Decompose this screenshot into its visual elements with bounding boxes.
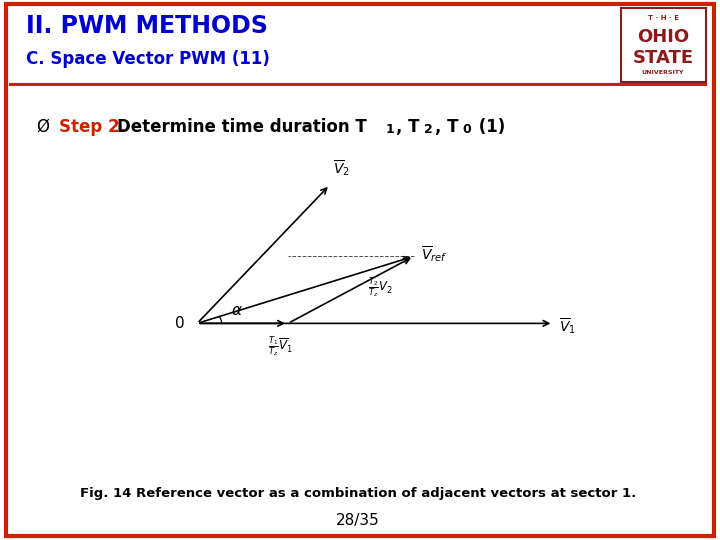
Text: $\frac{T_2}{T_z}V_2$: $\frac{T_2}{T_z}V_2$ <box>369 275 393 300</box>
Text: $\overline{V}_2$: $\overline{V}_2$ <box>333 158 350 178</box>
Text: $\overline{V}_1$: $\overline{V}_1$ <box>559 316 576 335</box>
Text: OHIO: OHIO <box>637 29 689 46</box>
Text: , T: , T <box>396 118 420 136</box>
Text: II. PWM METHODS: II. PWM METHODS <box>26 15 268 38</box>
Text: 2: 2 <box>424 123 433 136</box>
Text: $\frac{T_1}{T_z}\overline{V}_1$: $\frac{T_1}{T_z}\overline{V}_1$ <box>269 335 294 359</box>
Text: 0: 0 <box>175 316 184 331</box>
Text: Step 2.: Step 2. <box>59 118 126 136</box>
Text: UNIVERSITY: UNIVERSITY <box>642 70 685 75</box>
Text: STATE: STATE <box>633 49 693 68</box>
Text: 28/35: 28/35 <box>336 512 379 528</box>
Text: Ø: Ø <box>37 118 50 136</box>
Text: $\overline{V}_{ref}$: $\overline{V}_{ref}$ <box>420 244 447 264</box>
Text: 0: 0 <box>462 123 472 136</box>
Text: 1: 1 <box>386 123 395 136</box>
Text: Determine time duration T: Determine time duration T <box>117 118 366 136</box>
Text: C. Space Vector PWM (11): C. Space Vector PWM (11) <box>26 50 270 69</box>
Text: (1): (1) <box>473 118 505 136</box>
Text: Fig. 14 Reference vector as a combination of adjacent vectors at sector 1.: Fig. 14 Reference vector as a combinatio… <box>80 487 636 500</box>
Text: T · H · E: T · H · E <box>647 15 679 21</box>
Text: $\alpha$: $\alpha$ <box>230 303 243 318</box>
Text: , T: , T <box>435 118 458 136</box>
